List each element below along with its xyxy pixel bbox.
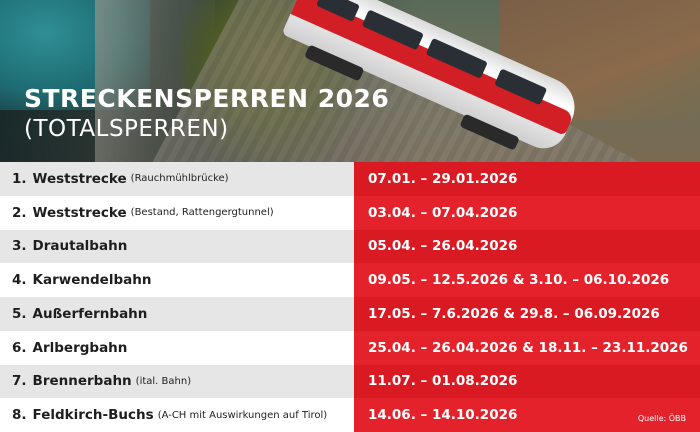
route-note: (Bestand, Rattengergtunnel) [130,207,274,219]
route-cell: 5. Außerfernbahn [0,297,354,331]
closure-dates: 09.05. – 12.5.2026 & 3.10. – 06.10.2026 [368,272,670,289]
route-name: Drautalbahn [32,238,128,255]
dates-cell: 07.01. – 29.01.2026 [354,162,700,196]
header-photo: STRECKENSPERREN 2026 (TOTALSPERREN) [0,0,700,162]
dates-cell: 05.04. – 26.04.2026 [354,229,700,264]
row-number: 4. [12,272,27,289]
route-cell: 2. Weststrecke (Bestand, Rattengergtunne… [0,195,354,230]
table-row: 6. Arlbergbahn 25.04. – 26.04.2026 & 18.… [0,330,700,365]
route-note: (A-CH mit Auswirkungen auf Tirol) [157,409,328,421]
closures-table: 1. Weststrecke (Rauchmühlbrücke) 07.01. … [0,162,700,432]
closure-dates: 14.06. – 14.10.2026 [368,407,518,424]
dates-cell: 03.04. – 07.04.2026 [354,195,700,230]
route-cell: 4. Karwendelbahn [0,263,354,297]
row-number: 7. [12,373,27,390]
row-number: 3. [12,238,27,255]
route-name: Weststrecke [32,170,127,187]
row-number: 8. [12,407,27,424]
dates-cell: 17.05. – 7.6.2026 & 29.8. – 06.09.2026 [354,297,700,331]
table-row: 7. Brennerbahn (ital. Bahn) 11.07. – 01.… [0,364,700,399]
route-cell: 6. Arlbergbahn [0,330,354,365]
route-cell: 8. Feldkirch-Buchs (A-CH mit Auswirkunge… [0,398,354,432]
route-name: Karwendelbahn [32,272,152,289]
dates-cell: 25.04. – 26.04.2026 & 18.11. – 23.11.202… [354,330,700,365]
page-subtitle: (TOTALSPERREN) [24,116,229,142]
closure-dates: 05.04. – 26.04.2026 [368,238,518,255]
route-name: Außerfernbahn [32,305,148,322]
source-credit: Quelle: ÖBB [637,414,686,423]
table-row: 2. Weststrecke (Bestand, Rattengergtunne… [0,195,700,230]
table-row: 8. Feldkirch-Buchs (A-CH mit Auswirkunge… [0,398,700,432]
route-cell: 1. Weststrecke (Rauchmühlbrücke) [0,162,354,196]
dates-cell: 11.07. – 01.08.2026 [354,364,700,399]
closure-dates: 17.05. – 7.6.2026 & 29.8. – 06.09.2026 [368,305,660,322]
route-name: Brennerbahn [32,373,132,390]
row-number: 2. [12,204,27,221]
closure-dates: 11.07. – 01.08.2026 [368,373,518,390]
row-number: 1. [12,170,27,187]
dates-cell: 14.06. – 14.10.2026 [354,398,700,432]
route-cell: 3. Drautalbahn [0,229,354,264]
closure-dates: 07.01. – 29.01.2026 [368,170,518,187]
route-name: Weststrecke [32,204,127,221]
row-number: 5. [12,305,27,322]
closure-dates: 25.04. – 26.04.2026 & 18.11. – 23.11.202… [368,339,688,356]
closure-dates: 03.04. – 07.04.2026 [368,204,518,221]
dates-cell: 09.05. – 12.5.2026 & 3.10. – 06.10.2026 [354,263,700,297]
table-row: 3. Drautalbahn 05.04. – 26.04.2026 [0,229,700,264]
table-row: 1. Weststrecke (Rauchmühlbrücke) 07.01. … [0,162,700,196]
page-title: STRECKENSPERREN 2026 [24,84,390,113]
route-note: (ital. Bahn) [135,375,192,387]
table-row: 5. Außerfernbahn 17.05. – 7.6.2026 & 29.… [0,297,700,331]
route-cell: 7. Brennerbahn (ital. Bahn) [0,364,354,399]
table-row: 4. Karwendelbahn 09.05. – 12.5.2026 & 3.… [0,263,700,297]
route-note: (Rauchmühlbrücke) [130,173,229,185]
route-name: Feldkirch-Buchs [32,407,154,424]
route-name: Arlbergbahn [32,339,128,356]
row-number: 6. [12,339,27,356]
